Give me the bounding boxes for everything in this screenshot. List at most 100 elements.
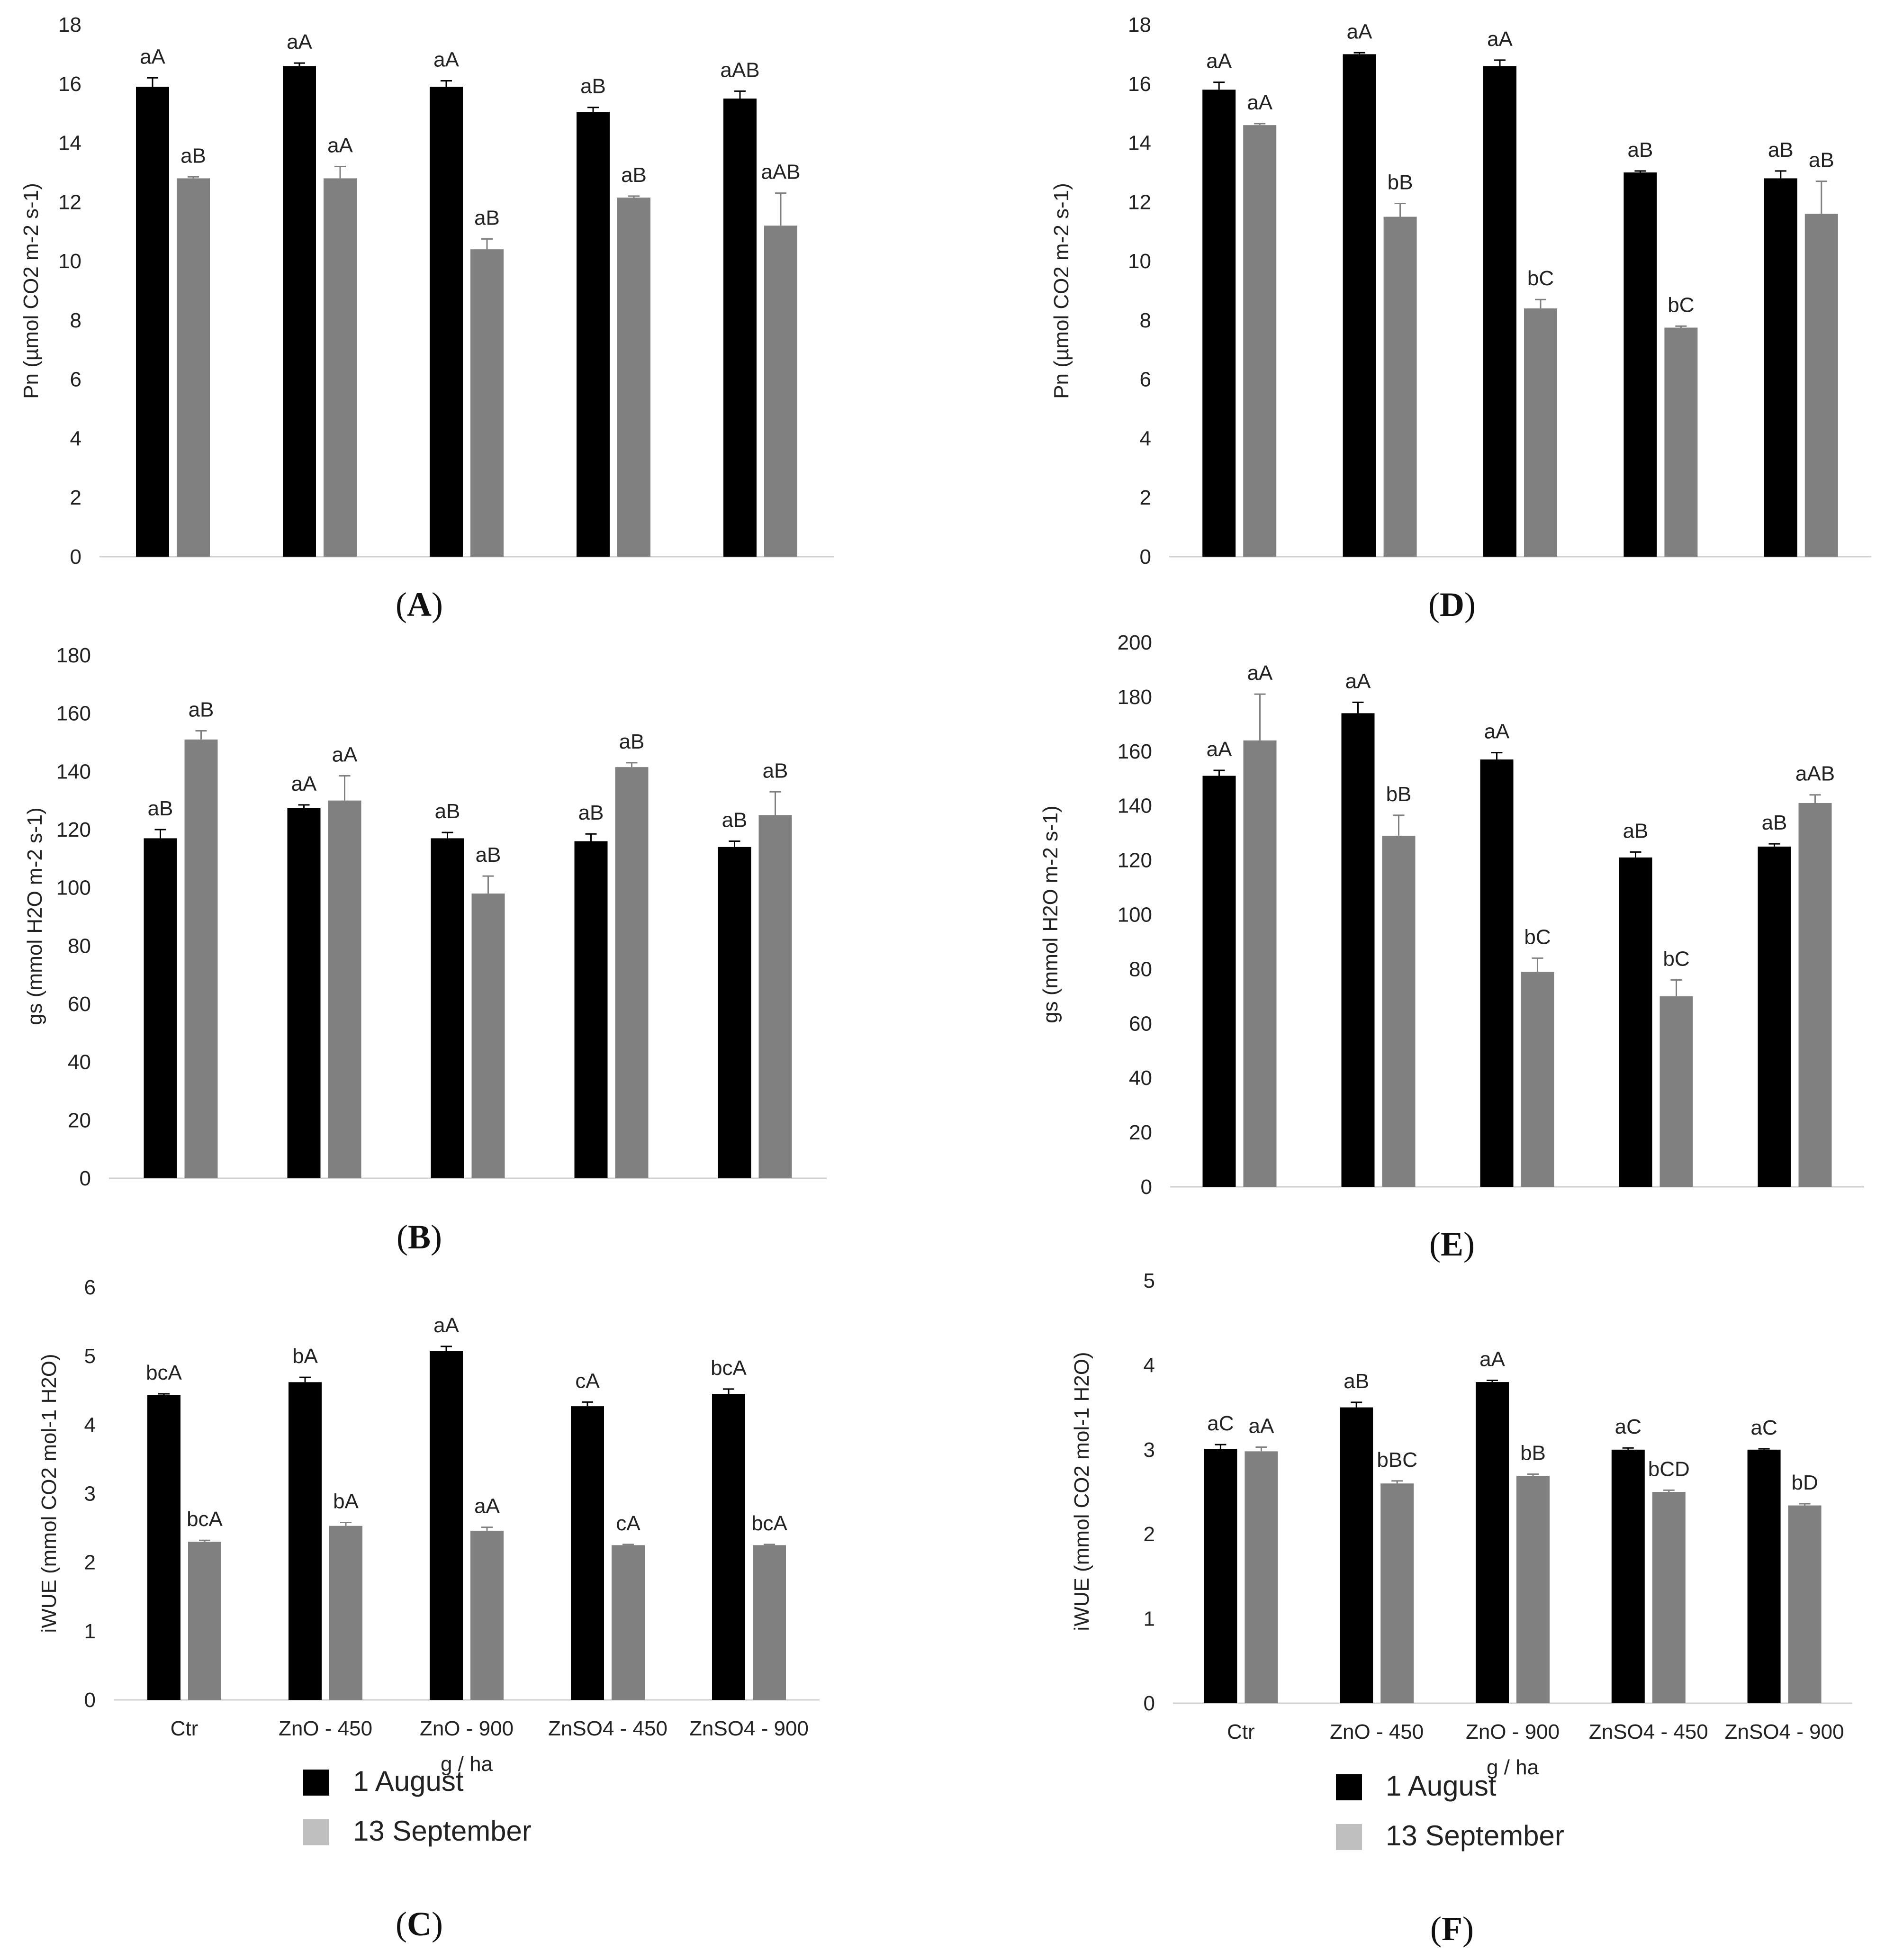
y-tick-label: 16	[1128, 72, 1151, 96]
y-tick-label: 0	[80, 1167, 91, 1190]
significance-label: aB	[1762, 811, 1787, 834]
legend-label: 13 September	[353, 1815, 532, 1847]
significance-label: aA	[474, 1495, 500, 1518]
significance-label: aB	[578, 801, 604, 824]
bar-sep	[1652, 1492, 1686, 1703]
significance-label: aB	[1344, 1370, 1369, 1393]
bar-sep	[177, 178, 210, 557]
bar-aug	[574, 841, 608, 1178]
bar-sep	[470, 249, 504, 557]
y-axis-title: Pn (µmol CO2 m-2 s-1)	[1050, 183, 1073, 399]
panel-label-paren: (	[1428, 586, 1440, 623]
legend-swatch	[1336, 1774, 1362, 1800]
panel-label: (A)	[396, 586, 443, 623]
panel-label-letter: D	[1440, 586, 1464, 623]
x-tick-label: ZnSO4 - 900	[1725, 1720, 1844, 1743]
y-tick-label: 5	[84, 1345, 96, 1368]
significance-label: bcA	[146, 1361, 182, 1384]
bar-aug	[287, 808, 321, 1178]
bar-aug	[1204, 1449, 1237, 1703]
significance-label: aB	[1627, 138, 1653, 162]
y-tick-label: 0	[1144, 1692, 1155, 1715]
panel-label-paren: (	[1429, 1225, 1441, 1263]
bar-sep	[753, 1545, 786, 1700]
y-axis-title: gs (mmol H2O m-2 s-1)	[23, 807, 46, 1025]
significance-label: cA	[575, 1369, 600, 1392]
x-tick-label: ZnSO4 - 450	[548, 1717, 667, 1740]
significance-label: aB	[189, 698, 214, 721]
chart-panel-d: 0 2 4 6 8 10 12 14 16 18 Pn (µmol CO2 m-2 s-1) aA aA…	[1050, 13, 1871, 623]
bar-aug	[1611, 1449, 1645, 1703]
significance-label: aA	[1248, 1414, 1274, 1437]
y-tick-label: 40	[1129, 1066, 1152, 1090]
significance-label: aA	[327, 134, 353, 157]
bar-aug	[1202, 776, 1236, 1187]
y-tick-label: 20	[1129, 1121, 1152, 1144]
y-tick-label: 10	[1128, 250, 1151, 273]
significance-label: bA	[292, 1345, 318, 1368]
bar-aug	[430, 87, 463, 557]
y-tick-label: 8	[70, 309, 81, 332]
significance-label: aC	[1207, 1412, 1234, 1435]
x-tick-label: ZnO - 900	[1466, 1720, 1560, 1743]
bar-sep	[1524, 308, 1557, 557]
significance-label: bC	[1663, 947, 1689, 970]
panel-label: (C)	[396, 1905, 443, 1943]
chart-panel-a: 0 2 4 6 8 10 12 14 16 18 Pn (µmol CO2 m-2 s-1) aA aB…	[19, 13, 834, 623]
y-axis-title: iWUE (mmol CO2 mol-1 H2O)	[37, 1354, 61, 1633]
y-tick-label: 160	[56, 702, 91, 725]
y-tick-label: 40	[68, 1051, 91, 1074]
y-tick-label: 2	[1144, 1523, 1155, 1546]
significance-label: bB	[1388, 171, 1413, 194]
panel-label-paren: )	[431, 1218, 442, 1256]
significance-label: bC	[1527, 267, 1554, 290]
bar-aug	[1341, 713, 1375, 1187]
bar-aug	[577, 112, 610, 557]
legend: 1 August 13 September	[1336, 1770, 1564, 1852]
y-tick-label: 0	[1140, 545, 1151, 569]
significance-label: aAB	[761, 161, 800, 184]
bar-aug	[1764, 178, 1797, 557]
panel-label-paren: (	[1430, 1910, 1442, 1948]
significance-label: bC	[1668, 293, 1694, 316]
significance-label: bA	[333, 1490, 359, 1513]
bar-sep	[1243, 125, 1277, 557]
significance-label: aB	[474, 206, 500, 229]
significance-label: aB	[1768, 138, 1794, 162]
panel-label-paren: )	[1464, 586, 1476, 623]
bar-aug	[430, 1351, 463, 1700]
chart-panel-c: 0 1 2 3 4 5 6 iWUE (mmol CO2 mol-1 H2O) bcA bcA Ct…	[37, 1276, 820, 1943]
significance-label: bB	[1386, 783, 1412, 806]
y-tick-label: 16	[58, 72, 81, 96]
chart-panel-e: 0 20 40 60 80 100 120 140 160 180 200 gs (mmol H2O …	[1039, 631, 1864, 1263]
significance-label: bBC	[1377, 1448, 1417, 1472]
y-axis-title: gs (mmol H2O m-2 s-1)	[1039, 805, 1062, 1023]
y-tick-label: 4	[84, 1413, 96, 1436]
bar-sep	[615, 767, 649, 1178]
legend-swatch	[303, 1819, 329, 1845]
bar-sep	[1660, 996, 1693, 1187]
significance-label: bcA	[187, 1508, 223, 1531]
bar-sep	[1243, 740, 1277, 1187]
bar-aug	[1747, 1449, 1781, 1703]
significance-label: aAB	[720, 58, 759, 81]
panel-label-letter: C	[407, 1905, 432, 1943]
bar-aug	[431, 838, 464, 1178]
significance-label: aA	[1479, 1348, 1505, 1371]
significance-label: aA	[287, 30, 312, 54]
x-tick-label: Ctr	[171, 1717, 198, 1740]
y-tick-label: 3	[1144, 1438, 1155, 1462]
significance-label: aB	[722, 809, 748, 832]
panel-label-paren: (	[396, 1905, 407, 1943]
y-tick-label: 1	[1144, 1608, 1155, 1631]
significance-label: aC	[1615, 1415, 1641, 1438]
bar-aug	[1619, 857, 1652, 1187]
bar-sep	[1798, 803, 1832, 1187]
bar-aug	[1623, 172, 1657, 557]
y-tick-label: 200	[1118, 631, 1152, 654]
y-tick-label: 180	[56, 644, 91, 667]
y-tick-label: 80	[68, 934, 91, 957]
panel-label: (F)	[1430, 1910, 1474, 1948]
legend: 1 August 13 September	[303, 1765, 532, 1847]
y-tick-label: 0	[70, 545, 81, 569]
